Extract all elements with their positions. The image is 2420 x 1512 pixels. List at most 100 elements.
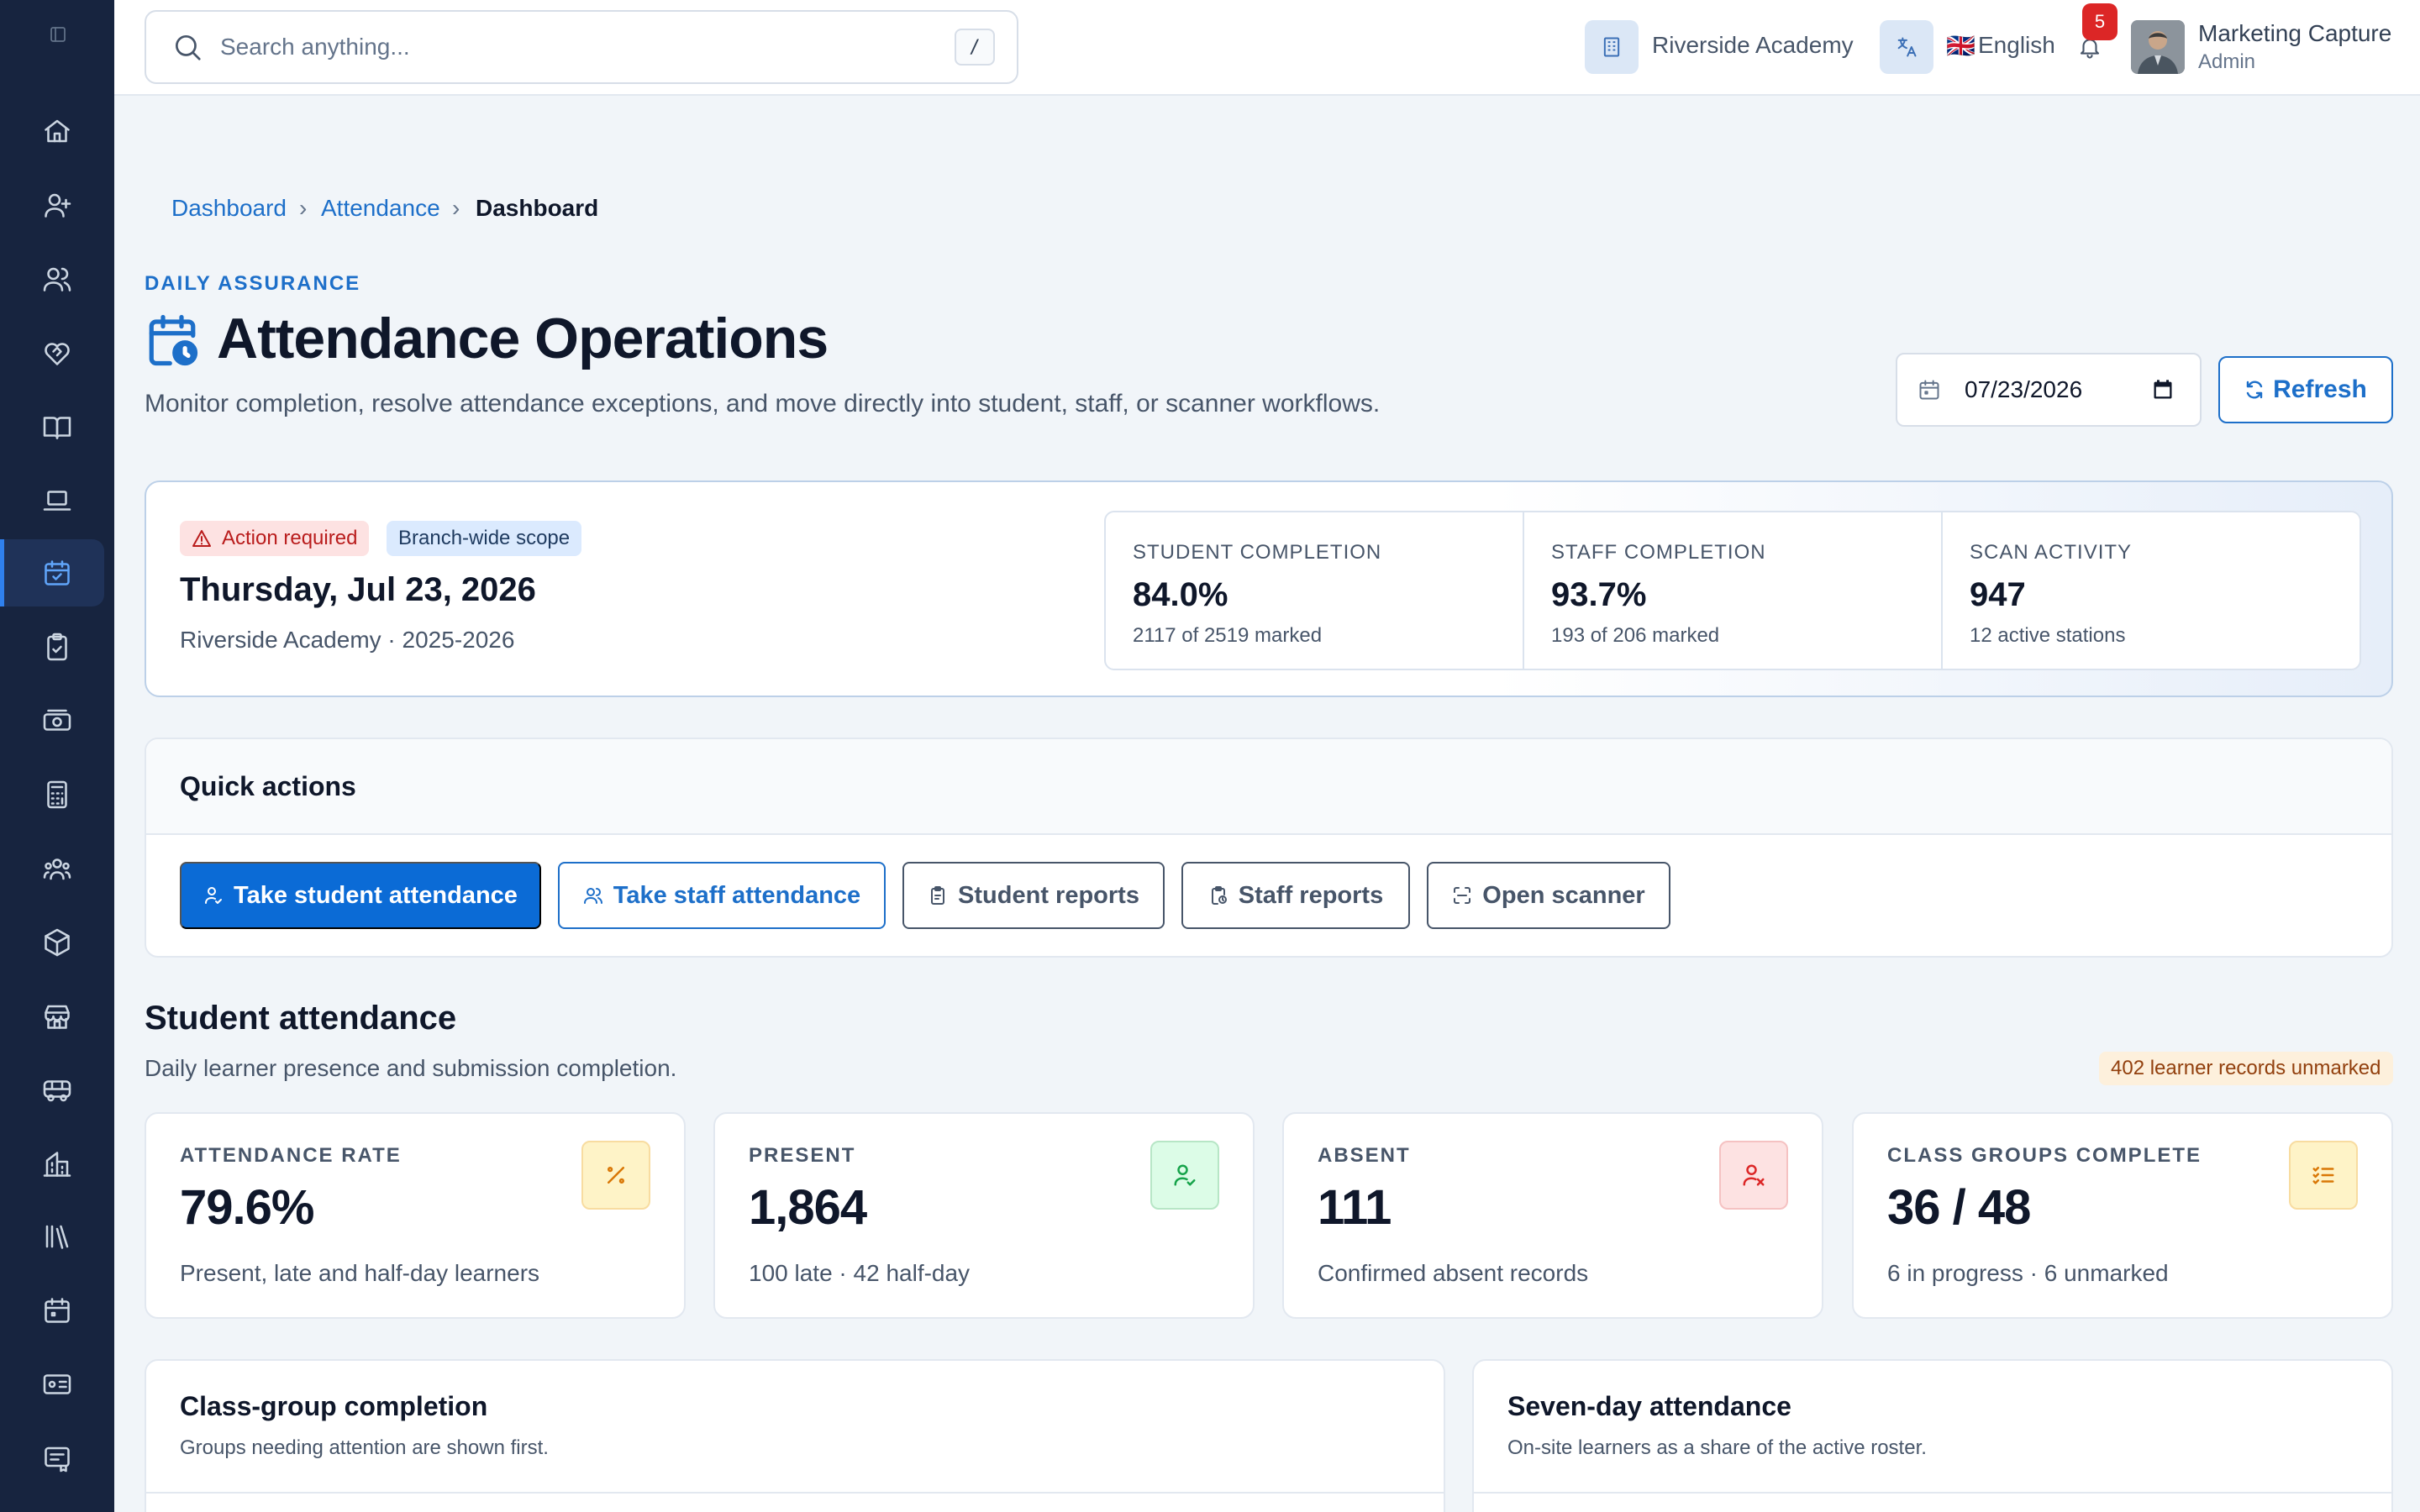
- stat-sub: 2117 of 2519 marked: [1133, 624, 1323, 647]
- button-label: Staff reports: [1238, 881, 1384, 909]
- clipboard-icon: [931, 886, 945, 905]
- kpi-icon-box: [2289, 1141, 2358, 1210]
- kpi-sub: Present, late and half-day learners: [180, 1260, 540, 1286]
- card-title: Seven-day attendance: [1507, 1391, 1791, 1421]
- kpi-card-attendance-rate: ATTENDANCE RATE 79.6% Present, late and …: [145, 1112, 686, 1319]
- sidebar-item-assignments[interactable]: [0, 613, 114, 680]
- summary-date: Thursday, Jul 23, 2026: [180, 571, 536, 608]
- breadcrumb-current: Dashboard: [476, 195, 599, 221]
- building-icon: [1603, 37, 1620, 57]
- book-open-icon: [43, 417, 71, 439]
- section-title: Student attendance: [145, 1000, 457, 1037]
- user-name[interactable]: Marketing Capture: [2198, 20, 2392, 46]
- date-picker[interactable]: 07/23/2026: [1896, 353, 2202, 427]
- take-student-attendance-button[interactable]: Take student attendance: [180, 862, 541, 929]
- take-staff-attendance-button[interactable]: Take staff attendance: [558, 862, 886, 929]
- calculator-icon: [47, 780, 67, 809]
- building-icon: [43, 1152, 71, 1177]
- action-required-badge: Action required: [180, 521, 370, 556]
- sidebar-item-id-cards[interactable]: [0, 1351, 114, 1418]
- seven-day-attendance-card: Seven-day attendance On-site learners as…: [1472, 1359, 2393, 1512]
- breadcrumb-attendance[interactable]: Attendance: [321, 195, 440, 221]
- stat-label: SCAN ACTIVITY: [1970, 541, 2133, 564]
- sidebar-item-online-learning[interactable]: [0, 467, 114, 534]
- clipboard-clock-icon: [1211, 886, 1227, 905]
- sidebar-item-transport[interactable]: [0, 1057, 114, 1124]
- date-value: 07/23/2026: [1965, 376, 2083, 402]
- avatar[interactable]: [2131, 20, 2185, 74]
- student-reports-button[interactable]: Student reports: [902, 862, 1165, 929]
- breadcrumb-separator: ›: [299, 195, 308, 221]
- page-title: Attendance Operations: [217, 307, 829, 370]
- sidebar-item-add-student[interactable]: [0, 171, 114, 239]
- sidebar-item-inventory[interactable]: [0, 909, 114, 976]
- stat-label: STAFF COMPLETION: [1551, 541, 1766, 564]
- id-card-icon: [43, 1374, 71, 1394]
- stat-value: 947: [1970, 576, 2026, 613]
- quick-actions-header: [146, 739, 2391, 835]
- user-check-icon: [1174, 1164, 1196, 1186]
- language-flag: 🇬🇧: [1946, 33, 1975, 59]
- sidebar-item-staff[interactable]: [0, 835, 114, 902]
- kpi-card-absent: ABSENT 111 Confirmed absent records: [1282, 1112, 1823, 1319]
- sidebar-item-hostel[interactable]: [0, 1131, 114, 1198]
- heart-handshake-icon: [45, 343, 70, 365]
- language-label[interactable]: English: [1978, 32, 2055, 58]
- store-icon: [45, 1005, 70, 1029]
- sidebar-item-academics[interactable]: [0, 393, 114, 460]
- school-name[interactable]: Riverside Academy: [1652, 32, 1854, 58]
- school-switcher-button[interactable]: [1585, 20, 1639, 74]
- sidebar-item-attendance[interactable]: [0, 539, 114, 606]
- calendar-check-icon: [45, 560, 70, 585]
- search-input[interactable]: Search anything... /: [145, 10, 1018, 84]
- sidebar-item-students[interactable]: [0, 245, 114, 312]
- kpi-value: 79.6%: [180, 1180, 314, 1235]
- kpi-icon-box: [1719, 1141, 1788, 1210]
- refresh-icon: [2246, 381, 2263, 399]
- calendar-clock-icon: [149, 314, 198, 366]
- translate-icon: [1897, 37, 1917, 57]
- kpi-sub: 6 in progress · 6 unmarked: [1887, 1260, 2169, 1286]
- sidebar-item-store[interactable]: [0, 983, 114, 1050]
- sidebar-item-fees[interactable]: [0, 687, 114, 754]
- unmarked-badge: 402 learner records unmarked: [2099, 1052, 2393, 1085]
- sidebar: [0, 0, 114, 1512]
- sidebar-item-library[interactable]: [0, 1203, 114, 1270]
- calendar-icon: [1919, 380, 1939, 400]
- users-icon: [583, 888, 602, 904]
- kpi-value: 1,864: [749, 1180, 867, 1235]
- user-check-icon: [205, 887, 223, 904]
- sidebar-item-home[interactable]: [0, 97, 114, 165]
- laptop-icon: [43, 491, 71, 511]
- kpi-card-class-groups: CLASS GROUPS COMPLETE 36 / 48 6 in progr…: [1852, 1112, 2393, 1319]
- kpi-icon-box: [1150, 1141, 1219, 1210]
- kpi-sub: Confirmed absent records: [1318, 1260, 1589, 1286]
- stat-sub: 193 of 206 marked: [1551, 624, 1720, 647]
- sidebar-item-certificates[interactable]: [0, 1425, 114, 1492]
- list-check-icon: [2312, 1167, 2334, 1184]
- kpi-card-present: PRESENT 1,864 100 late · 42 half-day: [713, 1112, 1255, 1319]
- refresh-button[interactable]: Refresh: [2218, 356, 2393, 423]
- banknote-icon: [43, 709, 71, 731]
- language-switcher-button[interactable]: [1880, 20, 1933, 74]
- class-group-completion-card: Class-group completion Groups needing at…: [145, 1359, 1445, 1512]
- sidebar-item-calendar[interactable]: [0, 1277, 114, 1344]
- kpi-sub: 100 late · 42 half-day: [749, 1260, 971, 1286]
- breadcrumb-dashboard[interactable]: Dashboard: [171, 195, 287, 221]
- calendar-picker-icon[interactable]: [2151, 378, 2175, 402]
- quick-actions-title: Quick actions: [180, 771, 356, 801]
- card-description: On-site learners as a share of the activ…: [1507, 1436, 1927, 1459]
- page-eyebrow: DAILY ASSURANCE: [145, 272, 361, 295]
- sidebar-item-accounting[interactable]: [0, 761, 114, 828]
- bus-icon: [43, 1080, 71, 1102]
- staff-reports-button[interactable]: Staff reports: [1181, 862, 1410, 929]
- package-icon: [45, 928, 70, 957]
- user-plus-icon: [45, 193, 71, 218]
- calendar-icon: [45, 1298, 70, 1323]
- open-scanner-button[interactable]: Open scanner: [1427, 862, 1670, 929]
- sidebar-toggle-icon[interactable]: [48, 24, 68, 45]
- breadcrumb-separator: ›: [452, 195, 460, 221]
- stat-sub: 12 active stations: [1970, 624, 2126, 647]
- sidebar-item-health[interactable]: [0, 319, 114, 386]
- percent-icon: [608, 1167, 624, 1184]
